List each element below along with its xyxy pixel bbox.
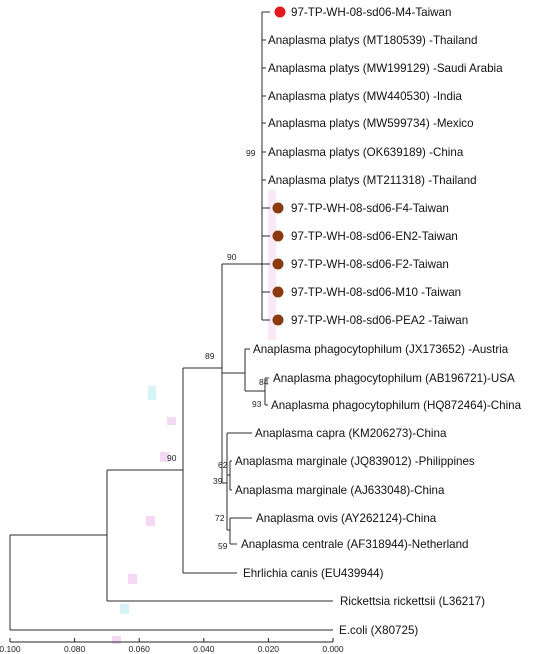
taxon-label: Anaplasma platys (MT180539) -Thailand bbox=[268, 34, 477, 47]
taxon-label: Anaplasma centrale (AF318944)-Netherland bbox=[241, 538, 469, 551]
sample-markers bbox=[272, 6, 286, 326]
red-sample-marker-icon bbox=[274, 6, 286, 18]
taxon-label: Anaplasma phagocytophilum (JX173652) -Au… bbox=[253, 343, 509, 356]
taxon-label: Anaplasma platys (MW440530) -India bbox=[268, 90, 463, 103]
bootstrap-values: 99 90 89 84 93 90 62 39 72 59 bbox=[167, 148, 269, 551]
taxon-label: Anaplasma platys (OK639189) -China bbox=[268, 146, 464, 159]
bootstrap-label: 39 bbox=[213, 476, 223, 486]
bootstrap-label: 99 bbox=[246, 148, 256, 158]
axis-tick-label: 0.060 bbox=[129, 644, 151, 654]
bootstrap-label: 62 bbox=[218, 460, 228, 470]
brown-sample-marker-icon bbox=[272, 258, 284, 270]
bootstrap-label: 59 bbox=[218, 541, 228, 551]
bootstrap-label: 93 bbox=[252, 399, 262, 409]
taxon-label: 97-TP-WH-08-sd06-F2-Taiwan bbox=[291, 258, 449, 271]
brown-sample-marker-icon bbox=[272, 286, 284, 298]
axis-tick-label: 0.040 bbox=[193, 644, 215, 654]
taxon-label: Anaplasma capra (KM206273)-China bbox=[255, 427, 447, 440]
taxon-labels: 97-TP-WH-08-sd06-M4-Taiwan Anaplasma pla… bbox=[235, 6, 522, 637]
axis-tick-label: 0.080 bbox=[64, 644, 86, 654]
axis-tick-label: 0.100 bbox=[0, 644, 21, 654]
taxon-label: Anaplasma platys (MT211318) -Thailand bbox=[268, 174, 477, 187]
taxon-label: Ehrlichia canis (EU439944) bbox=[243, 567, 384, 580]
background-artifacts bbox=[112, 190, 276, 644]
taxon-label: 97-TP-WH-08-sd06-EN2-Taiwan bbox=[291, 230, 458, 243]
taxon-label: Anaplasma ovis (AY262124)-China bbox=[256, 512, 437, 525]
taxon-label: Anaplasma platys (MW199129) -Saudi Arabi… bbox=[268, 62, 503, 75]
taxon-label: E.coli (X80725) bbox=[339, 624, 418, 637]
taxon-label: 97-TP-WH-08-sd06-F4-Taiwan bbox=[291, 202, 449, 215]
brown-sample-marker-icon bbox=[272, 314, 284, 326]
taxon-label: Anaplasma marginale (AJ633048)-China bbox=[235, 484, 445, 497]
axis-tick-label: 0.000 bbox=[322, 644, 344, 654]
brown-sample-marker-icon bbox=[272, 230, 284, 242]
taxon-label: 97-TP-WH-08-sd06-PEA2 -Taiwan bbox=[291, 314, 468, 327]
bootstrap-label: 90 bbox=[227, 252, 237, 262]
axis-tick-label: 0.020 bbox=[258, 644, 280, 654]
taxon-label: 97-TP-WH-08-sd06-M4-Taiwan bbox=[291, 6, 451, 19]
taxon-label: Anaplasma phagocytophilum (AB196721)-USA bbox=[273, 372, 515, 385]
taxon-label: Anaplasma marginale (JQ839012) -Philippi… bbox=[235, 455, 475, 468]
bootstrap-label: 72 bbox=[215, 513, 225, 523]
taxon-label: Anaplasma phagocytophilum (HQ872464)-Chi… bbox=[271, 399, 522, 412]
bootstrap-label: 84 bbox=[259, 377, 269, 387]
taxon-label: Rickettsia rickettsii (L36217) bbox=[340, 595, 485, 608]
brown-sample-marker-icon bbox=[272, 202, 284, 214]
tree-branches bbox=[9, 11, 333, 631]
taxon-label: Anaplasma platys (MW599734) -Mexico bbox=[268, 117, 474, 130]
taxon-label: 97-TP-WH-08-sd06-M10 -Taiwan bbox=[291, 286, 461, 299]
bootstrap-label: 90 bbox=[167, 453, 177, 463]
scale-axis: 0.100 0.080 0.060 0.040 0.020 0.000 bbox=[0, 638, 344, 654]
bootstrap-label: 89 bbox=[205, 351, 215, 361]
